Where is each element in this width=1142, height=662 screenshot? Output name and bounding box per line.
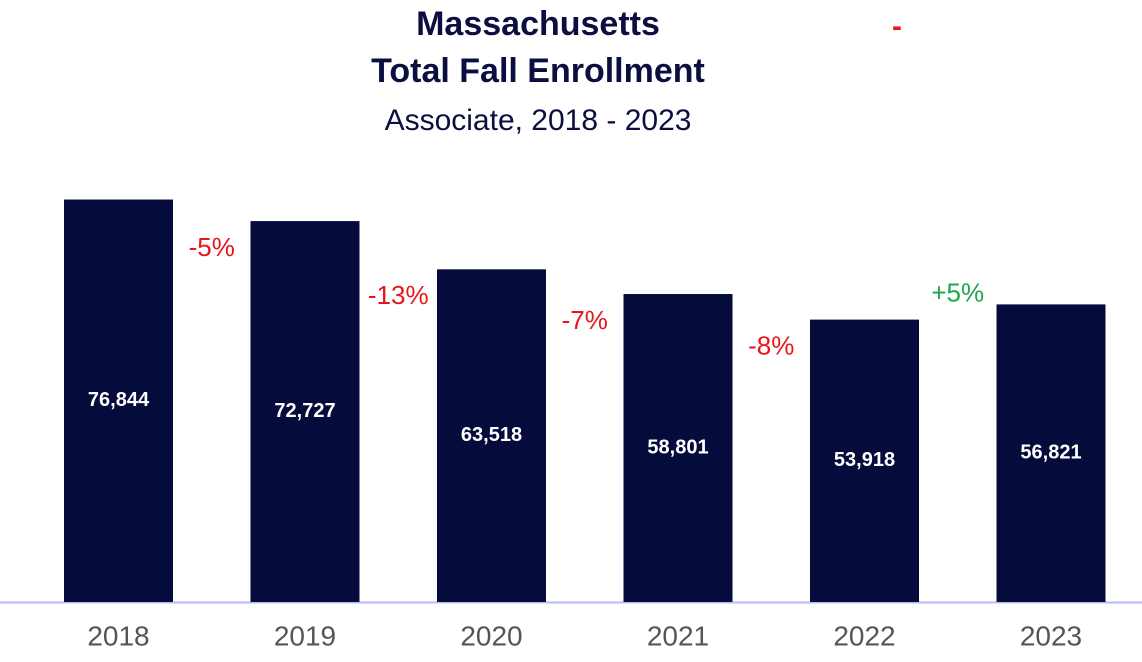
change-label: -8%	[748, 330, 794, 360]
value-label: 58,801	[647, 436, 708, 458]
bar	[810, 319, 919, 602]
value-label: 63,518	[461, 424, 522, 446]
bar	[623, 294, 733, 602]
bar	[437, 269, 546, 602]
bar	[64, 199, 173, 603]
value-label: 72,727	[274, 400, 335, 422]
x-tick-label: 2023	[1020, 620, 1082, 651]
change-label: -7%	[562, 305, 608, 335]
value-label: 76,844	[88, 389, 150, 411]
bar	[996, 304, 1106, 602]
value-label: 56,821	[1020, 441, 1081, 463]
bar	[250, 221, 360, 602]
change-label: -13%	[368, 280, 429, 310]
x-tick-label: 2020	[460, 620, 522, 651]
value-label: 53,918	[834, 449, 895, 471]
x-tick-label: 2018	[87, 620, 149, 651]
chart-subtitle: Associate, 2018 - 2023	[385, 104, 692, 137]
x-tick-label: 2019	[274, 620, 336, 651]
chart-title: Massachusetts	[416, 5, 660, 43]
change-label: +5%	[931, 277, 984, 307]
title-mark: -	[892, 10, 902, 43]
x-tick-label: 2022	[833, 620, 895, 651]
x-tick-label: 2021	[647, 620, 709, 651]
change-label: -5%	[189, 232, 235, 262]
chart-title-line2: Total Fall Enrollment	[371, 52, 705, 90]
